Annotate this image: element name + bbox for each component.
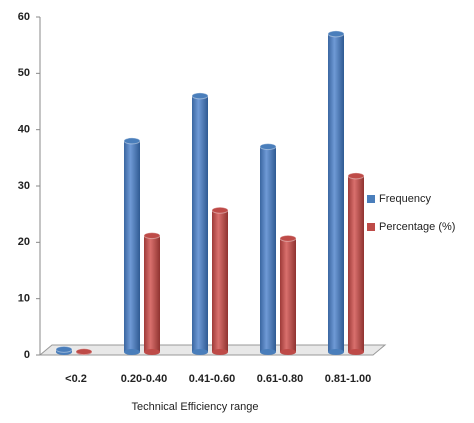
y-tick-label: 50	[18, 67, 30, 79]
y-tick-label: 10	[18, 293, 30, 305]
bar	[124, 140, 140, 352]
legend-swatch	[367, 195, 375, 203]
y-tick-label: 60	[18, 11, 30, 23]
x-tick-label: 0.41-0.60	[189, 373, 235, 385]
bar-cap	[191, 92, 209, 100]
bar-cap	[259, 143, 277, 151]
bar-cap	[347, 172, 365, 180]
y-tick-label: 40	[18, 124, 30, 136]
bar	[280, 238, 296, 352]
y-tick-label: 30	[18, 180, 30, 192]
x-tick-label: <0.2	[65, 373, 87, 385]
bar-cap	[211, 206, 229, 214]
bar-base	[348, 349, 364, 355]
bar	[212, 210, 228, 352]
legend-swatch	[367, 223, 375, 231]
bar-base	[260, 349, 276, 355]
y-tick-label: 0	[24, 349, 30, 361]
y-tick-label: 20	[18, 236, 30, 248]
legend-label: Percentage (%)	[379, 221, 455, 233]
bar-cap	[279, 234, 297, 242]
bar-cap	[55, 345, 73, 353]
bar	[348, 175, 364, 352]
x-tick-label: 0.81-1.00	[325, 373, 371, 385]
bar-base	[328, 349, 344, 355]
x-tick-label: 0.20-0.40	[121, 373, 167, 385]
bar	[260, 146, 276, 352]
bar-base	[144, 349, 160, 355]
bar	[144, 235, 160, 352]
x-axis-label: Technical Efficiency range	[132, 401, 259, 413]
bar	[192, 95, 208, 352]
bar-base	[212, 349, 228, 355]
bar-cap	[327, 30, 345, 38]
bar-base	[280, 349, 296, 355]
bar-cap	[143, 232, 161, 240]
bar-base	[192, 349, 208, 355]
bar-cap	[123, 137, 141, 145]
x-tick-label: 0.61-0.80	[257, 373, 303, 385]
bar-base	[124, 349, 140, 355]
bar	[328, 33, 344, 353]
legend-label: Frequency	[379, 193, 431, 205]
bar-cap	[75, 348, 93, 356]
